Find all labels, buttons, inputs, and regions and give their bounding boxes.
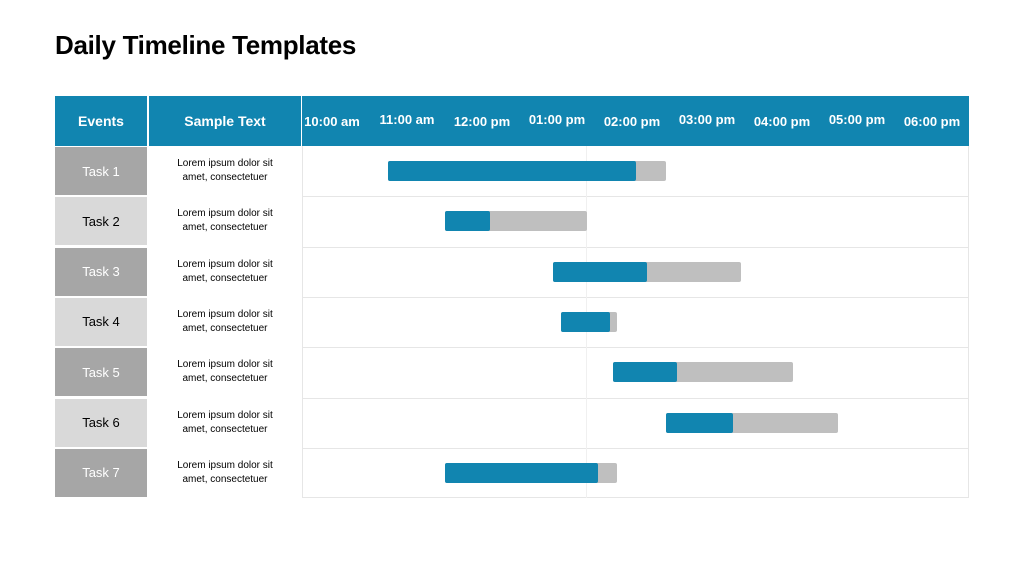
task-label: Task 7 [55,448,147,497]
task-description-text: Lorem ipsum dolor sit amet, consectetuer [177,459,273,485]
chart-area [302,146,969,498]
events-header: Events [55,96,147,146]
task-label: Task 5 [55,348,147,397]
row-divider [302,447,969,449]
x-tick-label: 06:00 pm [903,114,961,129]
x-tick-label: 01:00 pm [528,112,586,127]
task-description: Lorem ipsum dolor sit amet, consectetuer [149,399,301,447]
sample-text-header: Sample Text [149,96,301,146]
progress-bar [553,261,647,282]
task-description-text: Lorem ipsum dolor sit amet, consectetuer [177,258,273,284]
task-description: Lorem ipsum dolor sit amet, consectetuer [149,298,301,346]
task-label: Task 2 [55,197,147,246]
row-divider [302,347,969,349]
task-label: Task 1 [55,147,147,195]
task-description-text: Lorem ipsum dolor sit amet, consectetuer [177,409,273,435]
row-divider [302,397,969,399]
row-divider [302,246,969,248]
task-description-text: Lorem ipsum dolor sit amet, consectetuer [177,359,273,385]
x-tick-label: 12:00 pm [453,114,511,129]
progress-bar [665,412,734,433]
time-axis-header: 10:00 am 11:00 am 12:00 pm 01:00 pm 02:00 pm… [302,96,969,146]
x-tick-label: 03:00 pm [678,112,736,127]
progress-bar [388,161,636,182]
x-tick-label: 04:00 pm [753,114,811,129]
task-description: Lorem ipsum dolor sit amet, consectetuer [149,449,301,497]
progress-bar [560,312,610,333]
task-description: Lorem ipsum dolor sit amet, consectetuer [149,197,301,245]
progress-bar [613,362,677,383]
progress-bar [444,462,599,483]
task-label: Task 3 [55,247,147,296]
x-tick-label: 10:00 am [304,114,360,129]
task-description: Lorem ipsum dolor sit amet, consectetuer [149,147,301,195]
task-description-text: Lorem ipsum dolor sit amet, consectetuer [177,208,273,234]
task-label: Task 4 [55,297,147,346]
task-description-text: Lorem ipsum dolor sit amet, consectetuer [177,308,273,334]
x-tick-label: 02:00 pm [603,114,661,129]
task-description-text: Lorem ipsum dolor sit amet, consectetuer [177,158,273,183]
x-tick-label: 11:00 am [379,112,435,127]
row-divider [302,296,969,298]
task-label: Task 6 [55,398,147,447]
progress-bar [444,211,490,232]
x-tick-label: 05:00 pm [828,112,886,127]
row-divider [302,196,969,198]
task-description: Lorem ipsum dolor sit amet, consectetuer [149,348,301,396]
page-title: Daily Timeline Templates [55,30,357,60]
task-description: Lorem ipsum dolor sit amet, consectetuer [149,248,301,296]
